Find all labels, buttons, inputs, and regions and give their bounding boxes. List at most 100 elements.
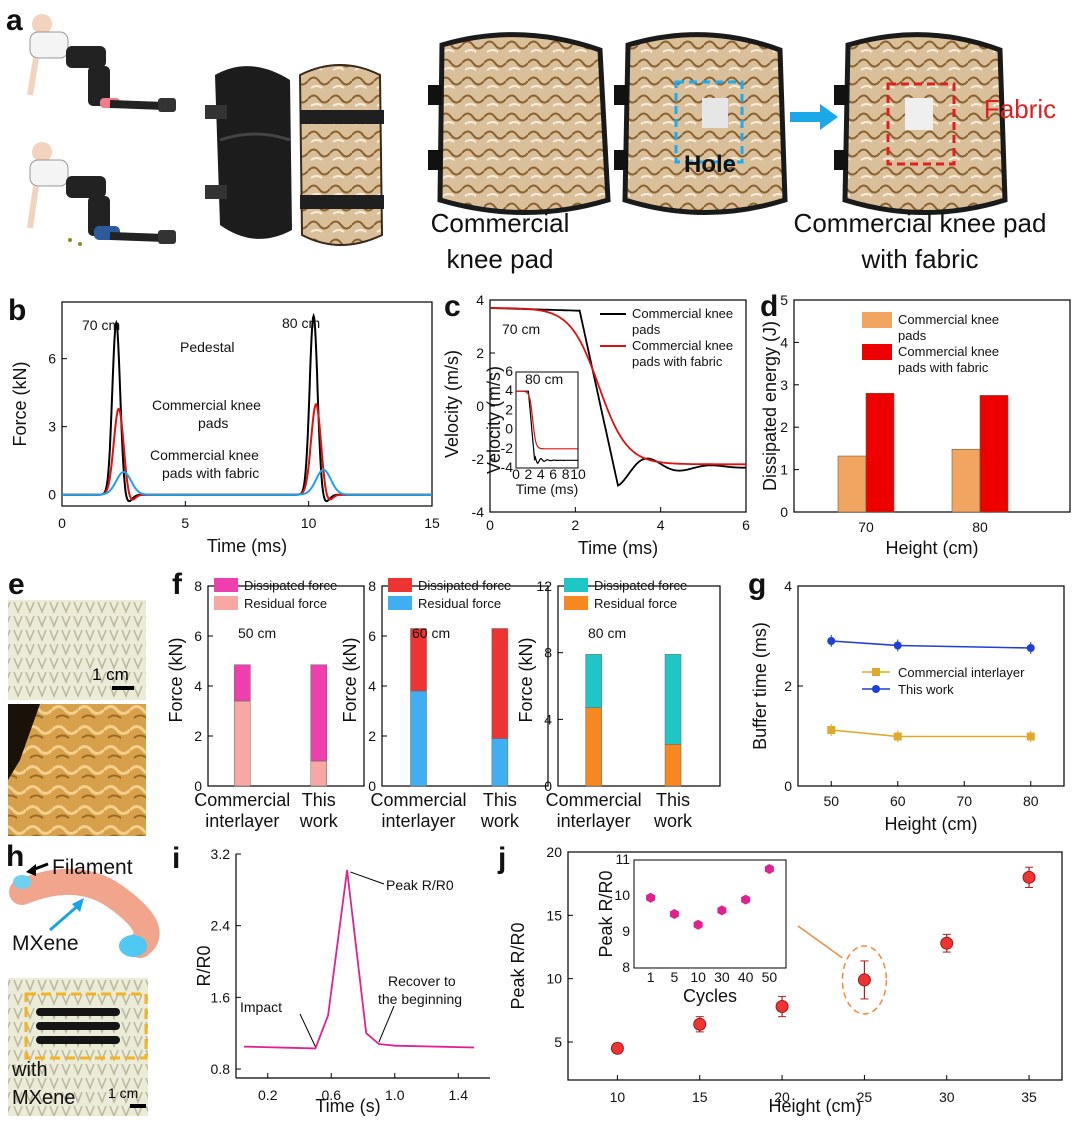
y-tick-label: 6 [368, 628, 376, 644]
x-tick-label: 15 [692, 1089, 708, 1105]
legend-text-residual: Residual force [594, 596, 677, 611]
x-category-label-b: interlayer [205, 811, 279, 831]
x-tick-label: 70 [956, 793, 972, 809]
inset-y-tick-label: 0 [505, 421, 513, 437]
axes-frame [793, 299, 1071, 513]
inset-x-tick-label: 1 [647, 969, 655, 985]
y-axis-label: Force (kN) [10, 362, 30, 447]
annotation-recover-a: Recover to [388, 973, 456, 989]
legend-marker-0 [872, 668, 880, 676]
point-0-0 [827, 726, 836, 734]
inset-y-tick-label: 9 [622, 923, 630, 939]
x-category-label-a: This [483, 790, 517, 810]
inset-x-tick-label: 5 [670, 969, 678, 985]
caption-with-fabric: with fabric [860, 244, 978, 274]
y-tick-label: 0.8 [211, 1061, 231, 1077]
point-1-1 [893, 641, 902, 650]
y-axis-label: Dissipated energy (J) [760, 321, 780, 491]
legend-blue-line2: pads with fabric [162, 465, 259, 481]
legend-swatch-dissipated-1 [388, 578, 412, 592]
inset-y-tick-label: 2 [505, 401, 513, 417]
y-tick-label: 5 [780, 292, 788, 308]
x-tick-label: 80 [1023, 793, 1039, 809]
legend-text-0: Commercial interlayer [898, 665, 1025, 680]
inset-y-tick-label: 11 [615, 851, 630, 867]
panel-label-g: g [748, 568, 766, 601]
crawling-person-with-pad-illustration [27, 142, 176, 246]
x-axis-label: Time (ms) [578, 538, 658, 558]
x-tick-label: 80 [972, 519, 988, 535]
legend-swatch-dissipated-0 [214, 578, 238, 592]
x-tick-label: 60 [890, 793, 906, 809]
legend-swatch-0 [862, 312, 892, 328]
chart-i-resistance-vs-time: 0.2 0.6 1.0 1.4 0.8 1.6 2.4 3.2 Time (s) R/R0 Peak… [194, 846, 490, 1116]
legend-text-0-b: pads [898, 328, 927, 343]
legend-text-residual: Residual force [418, 596, 501, 611]
panel-label-b: b [8, 294, 26, 327]
point-1-0 [827, 637, 836, 645]
x-tick-label: 35 [1021, 1089, 1037, 1105]
y-tick-label: 4 [476, 292, 484, 308]
bar-dissipated-1-0 [410, 628, 427, 692]
inset-point-3 [717, 905, 727, 916]
y-tick-label: 0 [48, 487, 56, 503]
legend-text-0-a: Commercial knee [632, 306, 733, 321]
y-tick-label: 2 [476, 345, 484, 361]
legend-text-1: This work [898, 682, 954, 697]
panel-a: a [6, 4, 1056, 274]
knee-pad-with-fabric-photo: Fabric [834, 32, 1056, 215]
knee-pad-with-hole-photo: Hole [614, 32, 788, 215]
caption-commercial-knee-pad: Commercial knee pad [794, 208, 1047, 238]
y-tick-label: 15 [546, 907, 562, 923]
x-tick-label: 20 [774, 1089, 790, 1105]
x-tick-label: 1.0 [385, 1087, 405, 1103]
y-tick-label: 0 [544, 778, 552, 794]
legend-red-line1: Commercial knee [152, 397, 261, 413]
series-line-1 [831, 640, 1031, 649]
x-tick-label: 4 [657, 517, 665, 533]
y-tick-label: 12 [536, 578, 552, 594]
annotation-impact: Impact [240, 999, 282, 1015]
legend-text-dissipated: Dissipated force [244, 578, 337, 593]
bar-0-1 [951, 448, 981, 513]
inset-x-tick-label: 6 [549, 466, 557, 482]
inset-y-tick-label: 4 [505, 382, 513, 398]
y-tick-label: 20 [546, 844, 562, 860]
x-tick-label: 30 [939, 1089, 955, 1105]
x-axis-label: Height (cm) [885, 538, 978, 558]
panel-label-h: h [6, 840, 24, 873]
bar-residual-1-0 [410, 690, 427, 787]
annotation-80cm: 80 cm [282, 315, 320, 331]
axes-frame [567, 851, 1063, 1081]
inset-point-5 [764, 864, 774, 874]
bar-1-0 [865, 392, 895, 513]
inset-point-2 [693, 919, 703, 930]
panel-label-j: j [497, 842, 506, 875]
y-tick-label: 3 [48, 419, 56, 435]
annotation-70cm: 70 cm [82, 317, 120, 333]
x-category-label-a: This [302, 790, 336, 810]
annotation-arrow-peak [350, 871, 385, 885]
knitted-fabric-photo [8, 600, 146, 700]
y-tick-label: 2.4 [211, 918, 231, 934]
inset-x-tick-label: 10 [570, 466, 586, 482]
legend-swatch-1 [862, 344, 892, 360]
inset-x-tick-label: 50 [762, 969, 778, 985]
mxene-label: MXene [12, 932, 79, 955]
y-axis-label: Peak R/R0 [596, 870, 616, 957]
fabric-label: Fabric [984, 94, 1056, 124]
y-axis-label: Buffer time (ms) [750, 622, 770, 750]
x-category-label-b: interlayer [557, 811, 631, 831]
annotation-pedestal: Pedestal [180, 339, 234, 355]
legend-swatch-residual-1 [388, 596, 412, 610]
x-tick-label: 70 [858, 519, 874, 535]
fabric-with-mxene-photo [8, 978, 148, 1116]
x-tick-label: 10 [610, 1089, 626, 1105]
x-axis-label: Height (cm) [768, 1096, 861, 1116]
chart-b-force-vs-time: 0 5 10 15 0 3 6 Time (ms) Force (kN) 70 cm 80 cm Pe… [10, 301, 440, 556]
y-tick-label: 8 [368, 578, 376, 594]
y-tick-label: 4 [784, 578, 792, 594]
inset-y-tick-label: 8 [622, 959, 630, 975]
